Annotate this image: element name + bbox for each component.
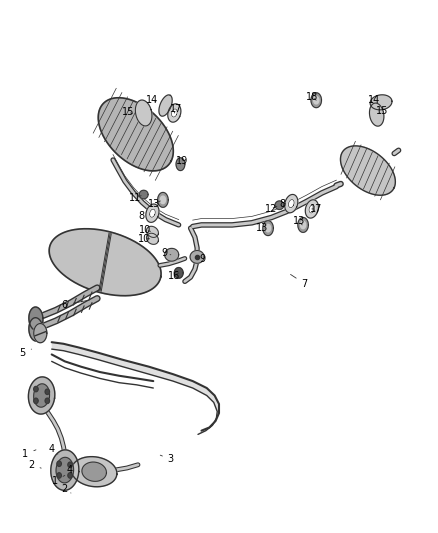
Polygon shape bbox=[168, 104, 181, 122]
Text: 8: 8 bbox=[138, 211, 150, 221]
Polygon shape bbox=[340, 146, 396, 195]
Polygon shape bbox=[370, 103, 384, 126]
Polygon shape bbox=[289, 199, 294, 208]
Polygon shape bbox=[52, 342, 219, 434]
Polygon shape bbox=[56, 457, 74, 483]
Polygon shape bbox=[34, 384, 49, 407]
Polygon shape bbox=[135, 100, 152, 126]
Polygon shape bbox=[98, 98, 173, 171]
Polygon shape bbox=[34, 386, 38, 392]
Text: 3: 3 bbox=[160, 455, 174, 464]
Polygon shape bbox=[159, 95, 172, 116]
Text: 13: 13 bbox=[256, 223, 268, 233]
Text: 15: 15 bbox=[376, 106, 388, 116]
Polygon shape bbox=[146, 227, 159, 237]
Polygon shape bbox=[174, 268, 183, 278]
Polygon shape bbox=[309, 205, 314, 213]
Polygon shape bbox=[300, 221, 306, 229]
Polygon shape bbox=[275, 201, 284, 209]
Text: 7: 7 bbox=[290, 274, 307, 288]
Polygon shape bbox=[263, 221, 273, 236]
Polygon shape bbox=[71, 457, 117, 487]
Polygon shape bbox=[165, 248, 179, 261]
Text: 10: 10 bbox=[138, 234, 151, 244]
Text: 1: 1 bbox=[52, 475, 65, 486]
Polygon shape bbox=[57, 473, 61, 478]
Polygon shape bbox=[190, 251, 204, 263]
Text: 14: 14 bbox=[146, 95, 159, 105]
Polygon shape bbox=[265, 224, 271, 232]
Text: 13: 13 bbox=[148, 199, 160, 208]
Polygon shape bbox=[68, 462, 72, 467]
Polygon shape bbox=[314, 96, 319, 104]
Polygon shape bbox=[29, 307, 43, 330]
Polygon shape bbox=[45, 398, 49, 403]
Polygon shape bbox=[139, 190, 148, 199]
Polygon shape bbox=[45, 389, 49, 394]
Polygon shape bbox=[158, 192, 168, 207]
Text: 9: 9 bbox=[196, 254, 205, 263]
Polygon shape bbox=[34, 398, 38, 403]
Text: 1: 1 bbox=[22, 449, 36, 459]
Text: 15: 15 bbox=[122, 107, 134, 117]
Text: 10: 10 bbox=[139, 225, 152, 235]
Text: 2: 2 bbox=[28, 460, 41, 470]
Polygon shape bbox=[49, 229, 161, 296]
Text: 17: 17 bbox=[170, 104, 182, 114]
Polygon shape bbox=[311, 93, 321, 108]
Text: 14: 14 bbox=[368, 95, 381, 105]
Polygon shape bbox=[305, 200, 318, 218]
Text: 13: 13 bbox=[293, 216, 305, 226]
Polygon shape bbox=[298, 217, 308, 232]
Text: 8: 8 bbox=[279, 199, 286, 208]
Polygon shape bbox=[146, 204, 159, 222]
Polygon shape bbox=[160, 196, 166, 204]
Text: 16: 16 bbox=[168, 271, 180, 281]
Text: 6: 6 bbox=[62, 300, 89, 310]
Polygon shape bbox=[34, 324, 47, 343]
Text: 5: 5 bbox=[20, 348, 32, 358]
Polygon shape bbox=[150, 209, 155, 217]
Text: 4: 4 bbox=[49, 444, 58, 454]
Text: 19: 19 bbox=[176, 156, 188, 166]
Polygon shape bbox=[68, 473, 72, 478]
Polygon shape bbox=[28, 377, 55, 414]
Polygon shape bbox=[370, 95, 392, 110]
Text: 2: 2 bbox=[62, 484, 71, 494]
Polygon shape bbox=[57, 461, 61, 466]
Polygon shape bbox=[29, 318, 43, 341]
Polygon shape bbox=[82, 462, 106, 481]
Polygon shape bbox=[285, 195, 298, 213]
Text: 17: 17 bbox=[310, 204, 322, 214]
Polygon shape bbox=[146, 233, 159, 244]
Polygon shape bbox=[51, 450, 79, 490]
Text: 11: 11 bbox=[129, 193, 141, 203]
Text: 18: 18 bbox=[306, 92, 318, 102]
Polygon shape bbox=[176, 158, 185, 171]
Text: 9: 9 bbox=[161, 248, 171, 258]
Text: 4: 4 bbox=[66, 465, 72, 475]
Polygon shape bbox=[172, 109, 177, 117]
Text: 12: 12 bbox=[265, 204, 277, 214]
